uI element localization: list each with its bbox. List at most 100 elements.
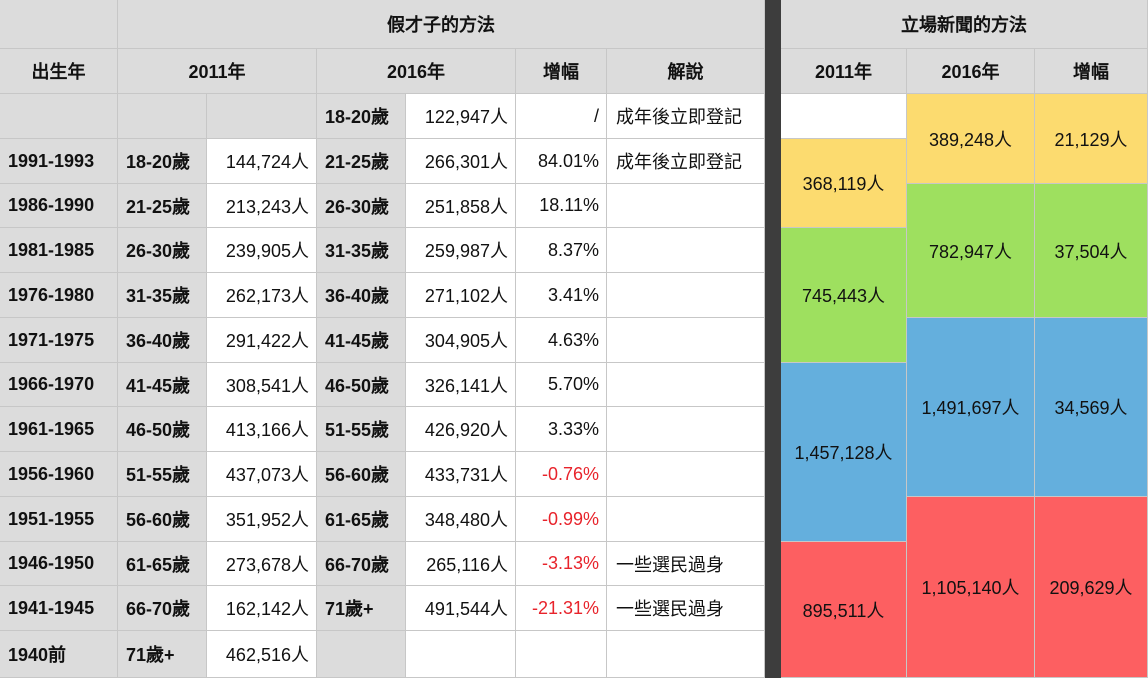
age-2011-cell — [118, 94, 207, 139]
note-cell — [607, 318, 765, 363]
value-2011-cell: 462,516人 — [207, 631, 317, 678]
birth-year-cell: 1951-1955 — [0, 497, 118, 542]
right-growth-group-2: 34,569人 — [1035, 318, 1148, 497]
value-2011-cell — [207, 94, 317, 139]
value-2016-cell: 348,480人 — [406, 497, 516, 542]
value-2016-cell: 326,141人 — [406, 363, 516, 407]
age-2011-cell: 71歲+ — [118, 631, 207, 678]
note-cell: 一些選民過身 — [607, 586, 765, 631]
right-growth-group-1: 37,504人 — [1035, 184, 1148, 318]
birth-year-cell: 1961-1965 — [0, 407, 118, 452]
right-growth-group-3: 209,629人 — [1035, 497, 1148, 678]
right-2016-group-1: 782,947人 — [907, 184, 1035, 318]
age-2016-cell: 41-45歲 — [317, 318, 406, 363]
growth-cell: 4.63% — [516, 318, 607, 363]
birth-year-cell: 1991-1993 — [0, 139, 118, 184]
growth-cell: 18.11% — [516, 184, 607, 228]
col-header-explain: 解說 — [607, 49, 765, 94]
growth-cell: 84.01% — [516, 139, 607, 184]
value-2016-cell: 304,905人 — [406, 318, 516, 363]
value-2011-cell: 273,678人 — [207, 542, 317, 586]
value-2011-cell: 213,243人 — [207, 184, 317, 228]
age-2011-cell: 66-70歲 — [118, 586, 207, 631]
value-2016-cell: 426,920人 — [406, 407, 516, 452]
right-2016-group-3: 1,105,140人 — [907, 497, 1035, 678]
right-2011-group-4: 895,511人 — [781, 542, 907, 678]
value-2011-cell: 162,142人 — [207, 586, 317, 631]
note-cell — [607, 407, 765, 452]
age-2016-cell: 36-40歲 — [317, 273, 406, 318]
section-title-right: 立場新聞的方法 — [781, 0, 1148, 49]
birth-year-cell: 1941-1945 — [0, 586, 118, 631]
note-cell — [607, 497, 765, 542]
section-title-left: 假才子的方法 — [118, 0, 765, 49]
birth-year-cell: 1946-1950 — [0, 542, 118, 586]
age-2016-cell: 18-20歲 — [317, 94, 406, 139]
right-2011-group-2: 745,443人 — [781, 228, 907, 363]
note-cell — [607, 452, 765, 497]
age-2011-cell: 18-20歲 — [118, 139, 207, 184]
value-2011-cell: 351,952人 — [207, 497, 317, 542]
note-cell: 成年後立即登記 — [607, 139, 765, 184]
age-2016-cell: 46-50歲 — [317, 363, 406, 407]
note-cell — [607, 631, 765, 678]
age-2016-cell: 71歲+ — [317, 586, 406, 631]
right-growth-group-0: 21,129人 — [1035, 94, 1148, 184]
age-2011-cell: 46-50歲 — [118, 407, 207, 452]
note-cell — [607, 273, 765, 318]
value-2016-cell: 433,731人 — [406, 452, 516, 497]
value-2011-cell: 262,173人 — [207, 273, 317, 318]
note-cell — [607, 184, 765, 228]
value-2011-cell: 437,073人 — [207, 452, 317, 497]
right-2011-group-0 — [781, 94, 907, 139]
note-cell: 成年後立即登記 — [607, 94, 765, 139]
col-header-right-2011: 2011年 — [781, 49, 907, 94]
age-2016-cell: 51-55歲 — [317, 407, 406, 452]
col-header-2016: 2016年 — [317, 49, 516, 94]
age-2011-cell: 21-25歲 — [118, 184, 207, 228]
col-header-growth: 增幅 — [516, 49, 607, 94]
age-2016-cell: 31-35歲 — [317, 228, 406, 273]
birth-year-cell: 1966-1970 — [0, 363, 118, 407]
note-cell — [607, 363, 765, 407]
growth-cell — [516, 631, 607, 678]
growth-cell: 8.37% — [516, 228, 607, 273]
growth-cell: 5.70% — [516, 363, 607, 407]
age-2011-cell: 26-30歲 — [118, 228, 207, 273]
birth-year-cell: 1981-1985 — [0, 228, 118, 273]
note-cell: 一些選民過身 — [607, 542, 765, 586]
birth-year-cell: 1971-1975 — [0, 318, 118, 363]
birth-year-cell: 1940前 — [0, 631, 118, 678]
header-blank-corner — [0, 0, 118, 49]
birth-year-cell: 1986-1990 — [0, 184, 118, 228]
age-2011-cell: 41-45歲 — [118, 363, 207, 407]
right-2011-group-3: 1,457,128人 — [781, 363, 907, 542]
growth-cell: -3.13% — [516, 542, 607, 586]
value-2016-cell: 259,987人 — [406, 228, 516, 273]
growth-cell: / — [516, 94, 607, 139]
age-2011-cell: 51-55歲 — [118, 452, 207, 497]
right-2016-group-0: 389,248人 — [907, 94, 1035, 184]
value-2011-cell: 239,905人 — [207, 228, 317, 273]
value-2016-cell: 251,858人 — [406, 184, 516, 228]
birth-year-cell: 1956-1960 — [0, 452, 118, 497]
age-2016-cell: 56-60歲 — [317, 452, 406, 497]
growth-cell: 3.41% — [516, 273, 607, 318]
value-2011-cell: 144,724人 — [207, 139, 317, 184]
growth-cell: -0.99% — [516, 497, 607, 542]
age-2011-cell: 31-35歲 — [118, 273, 207, 318]
value-2016-cell: 491,544人 — [406, 586, 516, 631]
value-2011-cell: 291,422人 — [207, 318, 317, 363]
right-2016-group-2: 1,491,697人 — [907, 318, 1035, 497]
birth-year-cell: 1976-1980 — [0, 273, 118, 318]
growth-cell: 3.33% — [516, 407, 607, 452]
age-2016-cell: 61-65歲 — [317, 497, 406, 542]
col-header-birth-year: 出生年 — [0, 49, 118, 94]
age-2016-cell: 21-25歲 — [317, 139, 406, 184]
col-header-2011: 2011年 — [118, 49, 317, 94]
value-2011-cell: 308,541人 — [207, 363, 317, 407]
col-header-right-2016: 2016年 — [907, 49, 1035, 94]
age-2011-cell: 56-60歲 — [118, 497, 207, 542]
right-2011-group-1: 368,119人 — [781, 139, 907, 228]
